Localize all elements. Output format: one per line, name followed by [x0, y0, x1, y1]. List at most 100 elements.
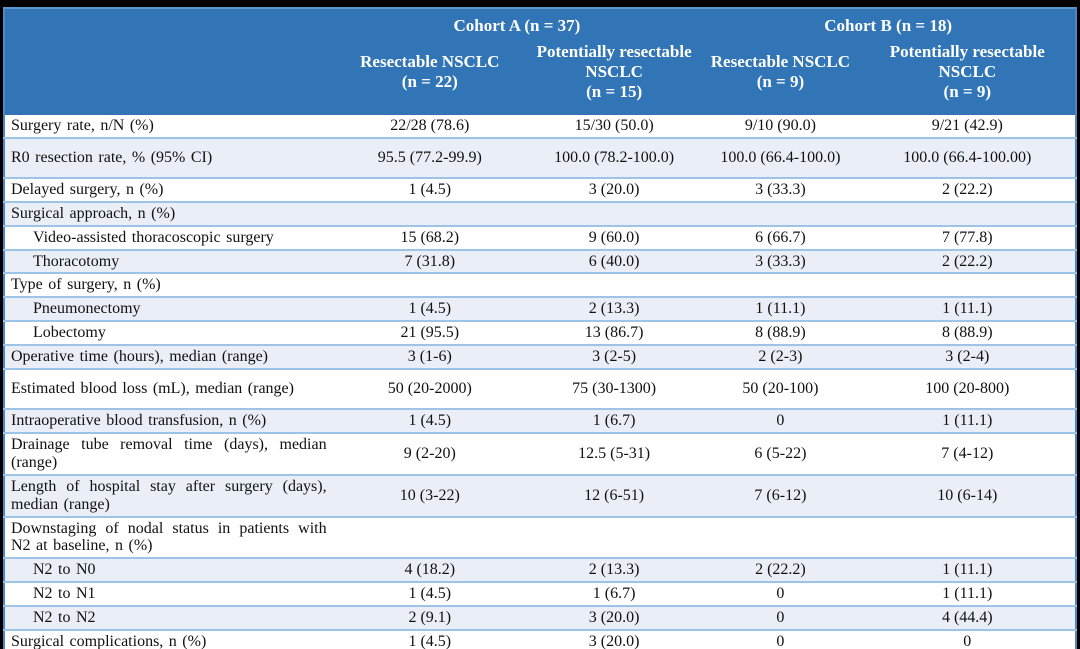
value-cell: 2 (9.1)	[332, 605, 527, 631]
cohort-b-header: Cohort B (n = 18)	[701, 8, 1076, 37]
value-cell: 2 (2-3)	[701, 344, 860, 370]
value-cell: 0	[701, 407, 860, 433]
table-row: Pneumonectomy 1 (4.5) 2 (13.3) 1 (11.1) 1 (1…	[4, 296, 1076, 322]
value-cell: 0	[701, 605, 860, 631]
value-cell: 7 (31.8)	[332, 248, 527, 274]
value-cell: 0	[701, 629, 860, 649]
value-cell: 1 (4.5)	[332, 296, 527, 322]
value-cell: 10 (3-22)	[332, 473, 527, 517]
row-label-cell: R0 resection rate, % (95% CI)	[4, 136, 333, 178]
row-label-cell: Surgery rate, n/N (%)	[4, 115, 333, 138]
value-cell	[859, 515, 1076, 559]
value-cell	[701, 200, 860, 226]
row-label-cell: Estimated blood loss (mL), median (range…	[4, 368, 333, 409]
value-cell: 9/10 (90.0)	[701, 115, 860, 138]
table-row: Operative time (hours), median (range) 3 …	[4, 344, 1076, 370]
column-n: (n = 15)	[586, 82, 643, 102]
value-cell	[332, 272, 527, 298]
row-label-cell: N2 to N0	[4, 557, 333, 583]
value-cell: 12.5 (5-31)	[526, 431, 702, 475]
value-cell: 1 (4.5)	[332, 176, 527, 202]
row-label-cell: Thoracotomy	[4, 248, 333, 274]
value-cell: 2 (13.3)	[526, 296, 702, 322]
value-cell: 15/30 (50.0)	[526, 115, 702, 138]
value-cell: 2 (22.2)	[859, 176, 1076, 202]
table-row: N2 to N2 2 (9.1) 3 (20.0) 0 4 (44.4)	[4, 605, 1076, 631]
value-cell: 1 (4.5)	[332, 629, 527, 649]
value-cell: 3 (20.0)	[526, 176, 702, 202]
row-label-cell: Intraoperative blood transfusion, n (%)	[4, 407, 333, 433]
column-title: Potentially resectable NSCLC	[889, 41, 1045, 81]
column-n: (n = 9)	[943, 82, 992, 102]
value-cell: 7 (4-12)	[859, 431, 1076, 475]
value-cell: 6 (40.0)	[526, 248, 702, 274]
row-label-cell: Type of surgery, n (%)	[4, 272, 333, 298]
value-cell: 6 (66.7)	[701, 224, 860, 250]
table-row: Thoracotomy 7 (31.8) 6 (40.0) 3 (33.3) 2 (22…	[4, 248, 1076, 274]
value-cell: 2 (13.3)	[526, 557, 702, 583]
value-cell: 9 (2-20)	[332, 431, 527, 475]
table-row: Intraoperative blood transfusion, n (%) 1…	[4, 407, 1076, 433]
value-cell	[526, 200, 702, 226]
value-cell: 1 (6.7)	[526, 407, 702, 433]
value-cell: 2 (22.2)	[859, 248, 1076, 274]
value-cell: 22/28 (78.6)	[332, 115, 527, 138]
value-cell: 21 (95.5)	[332, 320, 527, 346]
value-cell	[701, 272, 860, 298]
value-cell: 1 (11.1)	[859, 296, 1076, 322]
row-label-cell: Pneumonectomy	[4, 296, 333, 322]
column-title: Resectable NSCLC	[360, 51, 500, 71]
value-cell: 6 (5-22)	[701, 431, 860, 475]
value-cell: 4 (18.2)	[332, 557, 527, 583]
row-label-header-cell	[4, 8, 333, 115]
value-cell: 3 (2-5)	[526, 344, 702, 370]
table-row: Estimated blood loss (mL), median (range…	[4, 368, 1076, 409]
value-cell: 100.0 (66.4-100.0)	[701, 136, 860, 178]
column-header-potentially-resectable-b: Potentially resectable NSCLC (n = 9)	[859, 37, 1076, 115]
section-row: Type of surgery, n (%)	[4, 272, 1076, 298]
value-cell: 0	[859, 629, 1076, 649]
row-label-cell: Length of hospital stay after surgery (d…	[4, 473, 333, 517]
value-cell: 3 (1-6)	[332, 344, 527, 370]
row-label-cell: Downstaging of nodal status in patients …	[4, 515, 333, 559]
table-frame: Cohort A (n = 37) Cohort B (n = 18) Rese…	[3, 7, 1077, 649]
column-n: (n = 22)	[401, 72, 458, 91]
value-cell	[332, 200, 527, 226]
column-header-potentially-resectable-a: Potentially resectable NSCLC (n = 15)	[526, 37, 702, 115]
value-cell: 7 (77.8)	[859, 224, 1076, 250]
subgroup-header-row: Resectable NSCLC (n = 22) Potentially re…	[4, 37, 1076, 115]
value-cell: 1 (11.1)	[859, 557, 1076, 583]
value-cell: 2 (22.2)	[701, 557, 860, 583]
table-row: Delayed surgery, n (%) 1 (4.5) 3 (20.0) 3 (…	[4, 176, 1076, 202]
cohort-header-row: Cohort A (n = 37) Cohort B (n = 18)	[4, 8, 1076, 115]
value-cell: 1 (4.5)	[332, 407, 527, 433]
row-label-cell: Video-assisted thoracoscopic surgery	[4, 224, 333, 250]
table-row: Surgical complications, n (%) 1 (4.5) 3 (2…	[4, 629, 1076, 649]
value-cell: 13 (86.7)	[526, 320, 702, 346]
value-cell: 8 (88.9)	[859, 320, 1076, 346]
column-header-resectable-a: Resectable NSCLC (n = 22)	[332, 37, 527, 115]
value-cell: 3 (20.0)	[526, 605, 702, 631]
value-cell: 100.0 (78.2-100.0)	[526, 136, 702, 178]
value-cell: 9/21 (42.9)	[859, 115, 1076, 138]
row-label-cell: N2 to N2	[4, 605, 333, 631]
value-cell: 50 (20-2000)	[332, 368, 527, 409]
table-row: Video-assisted thoracoscopic surgery 15 (…	[4, 224, 1076, 250]
value-cell: 1 (6.7)	[526, 581, 702, 607]
value-cell: 1 (4.5)	[332, 581, 527, 607]
value-cell: 95.5 (77.2-99.9)	[332, 136, 527, 178]
section-row: Downstaging of nodal status in patients …	[4, 515, 1076, 559]
value-cell: 10 (6-14)	[859, 473, 1076, 517]
value-cell: 12 (6-51)	[526, 473, 702, 517]
value-cell: 1 (11.1)	[859, 407, 1076, 433]
row-label-cell: Delayed surgery, n (%)	[4, 176, 333, 202]
value-cell: 50 (20-100)	[701, 368, 860, 409]
value-cell: 0	[701, 581, 860, 607]
row-label-cell: Surgical approach, n (%)	[4, 200, 333, 226]
value-cell: 100 (20-800)	[859, 368, 1076, 409]
column-title: Potentially resectable NSCLC	[536, 41, 692, 81]
column-header-resectable-b: Resectable NSCLC (n = 9)	[701, 37, 860, 115]
table-body: Surgery rate, n/N (%) 22/28 (78.6) 15/30 (…	[4, 115, 1076, 649]
value-cell: 100.0 (66.4-100.00)	[859, 136, 1076, 178]
table-row: Lobectomy 21 (95.5) 13 (86.7) 8 (88.9) 8 (88…	[4, 320, 1076, 346]
